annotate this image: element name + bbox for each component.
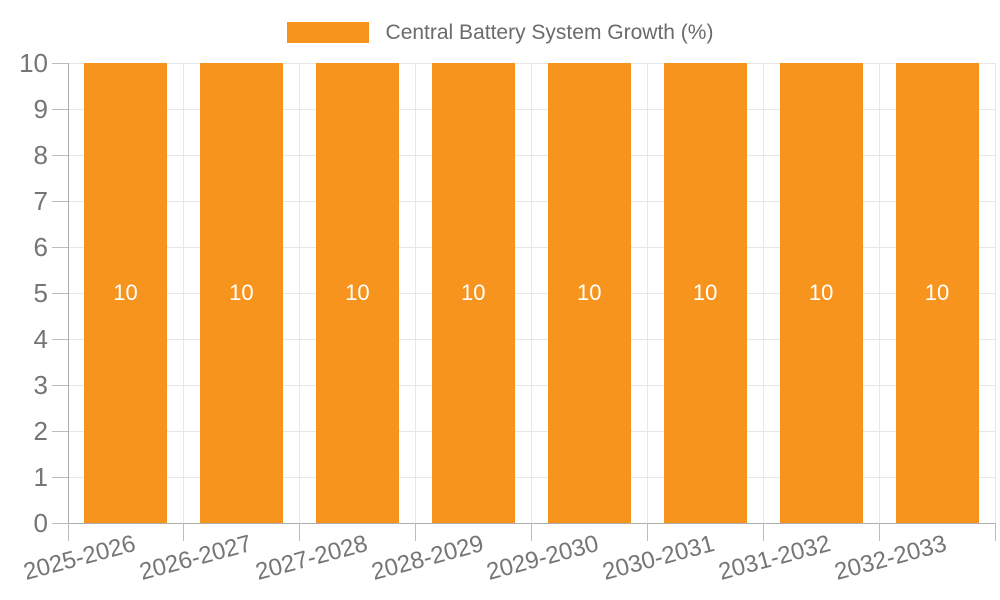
v-gridline xyxy=(763,63,765,523)
bar: 10 xyxy=(895,63,979,523)
bar-value-label: 10 xyxy=(345,280,370,305)
y-axis-tick xyxy=(52,155,68,156)
bar-value-label: 10 xyxy=(229,280,254,305)
v-gridline xyxy=(531,63,533,523)
y-axis-tick-label: 9 xyxy=(33,94,48,124)
v-gridline xyxy=(299,63,301,523)
v-gridline xyxy=(995,63,996,523)
y-axis-line xyxy=(67,63,69,523)
bar: 10 xyxy=(83,63,167,523)
x-axis-tick-label: 2028-2029 xyxy=(368,530,487,586)
y-axis-tick-label: 3 xyxy=(33,370,48,400)
bar-value-label: 10 xyxy=(461,280,486,305)
y-axis-tick xyxy=(52,247,68,248)
y-axis-tick-label: 5 xyxy=(33,278,48,308)
y-axis-tick xyxy=(52,523,68,524)
x-axis-tick-label: 2026-2027 xyxy=(136,530,255,586)
bar-value-label: 10 xyxy=(924,280,950,305)
bar-value-label: 10 xyxy=(576,280,602,305)
x-axis-tick-label: 2029-2030 xyxy=(484,530,602,586)
plot-area: 10 10 10 10 10 10 10 10 xyxy=(67,63,996,523)
y-axis-tick-label: 10 xyxy=(19,48,48,78)
y-axis-tick-label: 2 xyxy=(33,416,48,446)
y-axis-tick xyxy=(52,293,68,294)
y-axis-tick-label: 0 xyxy=(33,508,48,538)
legend-label: Central Battery System Growth (%) xyxy=(385,21,714,44)
x-axis-tick xyxy=(183,523,185,541)
bar-value-label: 10 xyxy=(808,280,834,305)
v-gridline xyxy=(183,63,185,523)
bar: 10 xyxy=(431,63,515,523)
y-axis-tick xyxy=(52,385,68,386)
bar: 10 xyxy=(779,63,863,523)
legend-swatch xyxy=(286,22,369,43)
bar: 10 xyxy=(199,63,283,523)
x-axis-tick-label: 2031-2032 xyxy=(715,530,834,586)
x-axis-tick xyxy=(415,523,417,541)
y-axis-tick xyxy=(52,477,68,478)
y-axis-tick xyxy=(52,109,68,110)
y-axis-tick-label: 7 xyxy=(33,186,48,216)
legend-item[interactable]: Central Battery System Growth (%) xyxy=(0,19,1000,46)
y-axis-tick-label: 8 xyxy=(33,140,48,170)
x-axis-tick-label: 2032-2033 xyxy=(831,530,950,586)
y-axis-tick xyxy=(52,339,68,340)
bar: 10 xyxy=(315,63,399,523)
v-gridline xyxy=(647,63,649,523)
x-axis-tick xyxy=(879,523,881,541)
y-axis-tick-label: 4 xyxy=(33,324,48,354)
x-axis-tick xyxy=(299,523,301,541)
bar: 10 xyxy=(547,63,631,523)
x-axis-tick xyxy=(67,523,69,541)
bar-value-label: 10 xyxy=(113,280,138,305)
y-axis-tick xyxy=(52,201,68,202)
y-axis-tick xyxy=(52,431,68,432)
y-axis-tick xyxy=(52,63,68,64)
x-axis-tick xyxy=(531,523,533,541)
v-gridline xyxy=(415,63,417,523)
x-axis-tick-label: 2027-2028 xyxy=(252,530,371,586)
y-axis-tick-label: 6 xyxy=(33,232,48,262)
bar-value-label: 10 xyxy=(692,280,718,305)
x-axis-tick-label: 2025-2026 xyxy=(20,530,139,586)
x-axis-tick xyxy=(763,523,765,541)
x-axis-tick-label: 2030-2031 xyxy=(600,530,718,586)
bar: 10 xyxy=(663,63,747,523)
v-gridline xyxy=(879,63,881,523)
y-axis-tick-label: 1 xyxy=(33,462,48,492)
x-axis-tick xyxy=(647,523,649,541)
x-axis-tick xyxy=(995,523,996,541)
